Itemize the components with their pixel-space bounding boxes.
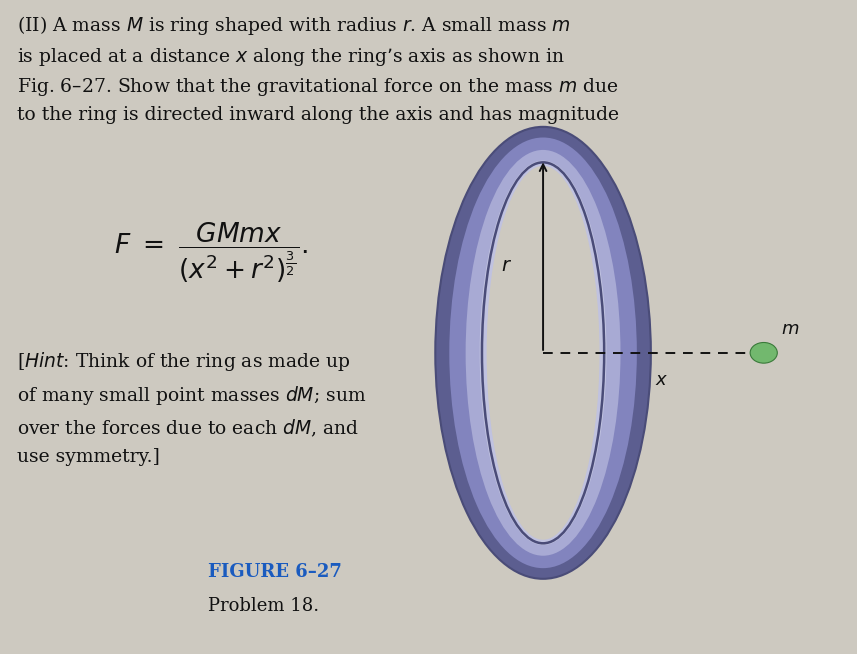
Text: $r$: $r$: [500, 256, 512, 275]
Ellipse shape: [449, 137, 637, 568]
Text: (II) A mass $M$ is ring shaped with radius $r$. A small mass $m$
is placed at a : (II) A mass $M$ is ring shaped with radi…: [17, 14, 619, 124]
Text: $x$: $x$: [656, 371, 668, 389]
Text: [$Hint$: Think of the ring as made up
of many small point masses $dM$; sum
over : [$Hint$: Think of the ring as made up of…: [17, 350, 366, 466]
Ellipse shape: [465, 150, 620, 556]
Ellipse shape: [435, 127, 650, 579]
Text: Problem 18.: Problem 18.: [208, 597, 319, 615]
Text: $m$: $m$: [781, 320, 799, 338]
Ellipse shape: [480, 161, 607, 545]
Text: $F \ = \ \dfrac{GMmx}{(x^2 + r^2)^{\frac{3}{2}}}$$.$: $F \ = \ \dfrac{GMmx}{(x^2 + r^2)^{\frac…: [115, 220, 309, 285]
Circle shape: [750, 343, 777, 363]
Ellipse shape: [487, 166, 600, 540]
Text: FIGURE 6–27: FIGURE 6–27: [208, 562, 342, 581]
